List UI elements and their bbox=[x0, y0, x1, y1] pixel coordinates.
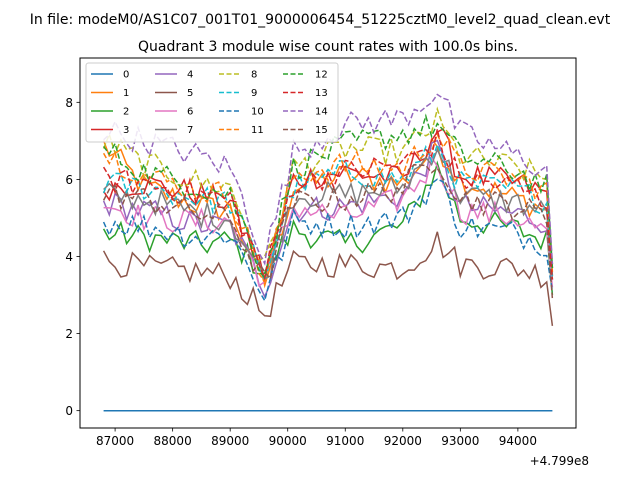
series-line-9 bbox=[102, 142, 554, 283]
x-axis: 87000 88000 89000 90000 91000 92000 93000 94000 bbox=[96, 428, 537, 448]
figure-suptitle: In file: modeM0/AS1C07_001T01_9000006454… bbox=[30, 12, 611, 28]
series-line-14 bbox=[103, 93, 554, 266]
axes-frame bbox=[79, 57, 577, 429]
x-tick-label: 89000 bbox=[211, 434, 249, 448]
series-line-11 bbox=[102, 132, 554, 284]
x-tick-label: 90000 bbox=[269, 434, 307, 448]
y-tick-label: 2 bbox=[65, 327, 73, 341]
legend-label-7: 7 bbox=[187, 125, 193, 136]
series-line-5 bbox=[102, 231, 554, 326]
x-tick-label: 94000 bbox=[499, 434, 537, 448]
x-tick-label: 91000 bbox=[326, 434, 364, 448]
x-tick-label: 87000 bbox=[96, 434, 134, 448]
legend-label-15: 15 bbox=[315, 125, 328, 136]
legend-label-5: 5 bbox=[187, 88, 193, 99]
legend-label-8: 8 bbox=[251, 70, 257, 81]
y-tick-label: 4 bbox=[65, 250, 73, 264]
legend-box bbox=[85, 62, 339, 143]
series-line-15 bbox=[102, 163, 554, 299]
series-line-13 bbox=[102, 129, 554, 281]
legend-label-1: 1 bbox=[123, 88, 129, 99]
series-line-2 bbox=[102, 160, 554, 296]
series-line-1 bbox=[102, 137, 554, 289]
y-axis: 0 2 4 6 8 bbox=[65, 96, 80, 418]
legend-label-9: 9 bbox=[251, 88, 257, 99]
x-tick-label: 93000 bbox=[441, 434, 479, 448]
x-tick-label: 88000 bbox=[154, 434, 192, 448]
legend-label-6: 6 bbox=[187, 107, 193, 118]
plot-title: Quadrant 3 module wise count rates with … bbox=[138, 39, 518, 55]
x-tick-label: 92000 bbox=[384, 434, 422, 448]
series-line-10 bbox=[102, 178, 554, 303]
legend-label-2: 2 bbox=[123, 107, 129, 118]
y-tick-label: 6 bbox=[65, 173, 73, 187]
series-line-12 bbox=[102, 113, 554, 280]
legend-label-11: 11 bbox=[251, 125, 264, 136]
legend-label-4: 4 bbox=[187, 70, 193, 81]
y-tick-label: 0 bbox=[65, 404, 73, 418]
legend-label-13: 13 bbox=[315, 88, 328, 99]
series-line-4 bbox=[102, 139, 554, 299]
legend-label-14: 14 bbox=[315, 107, 328, 118]
y-tick-label: 8 bbox=[65, 96, 73, 110]
legend-label-0: 0 bbox=[123, 70, 129, 81]
legend-label-10: 10 bbox=[251, 107, 264, 118]
x-offset-label: +4.799e8 bbox=[530, 454, 589, 468]
legend-label-12: 12 bbox=[315, 70, 328, 81]
legend-label-3: 3 bbox=[123, 125, 129, 136]
